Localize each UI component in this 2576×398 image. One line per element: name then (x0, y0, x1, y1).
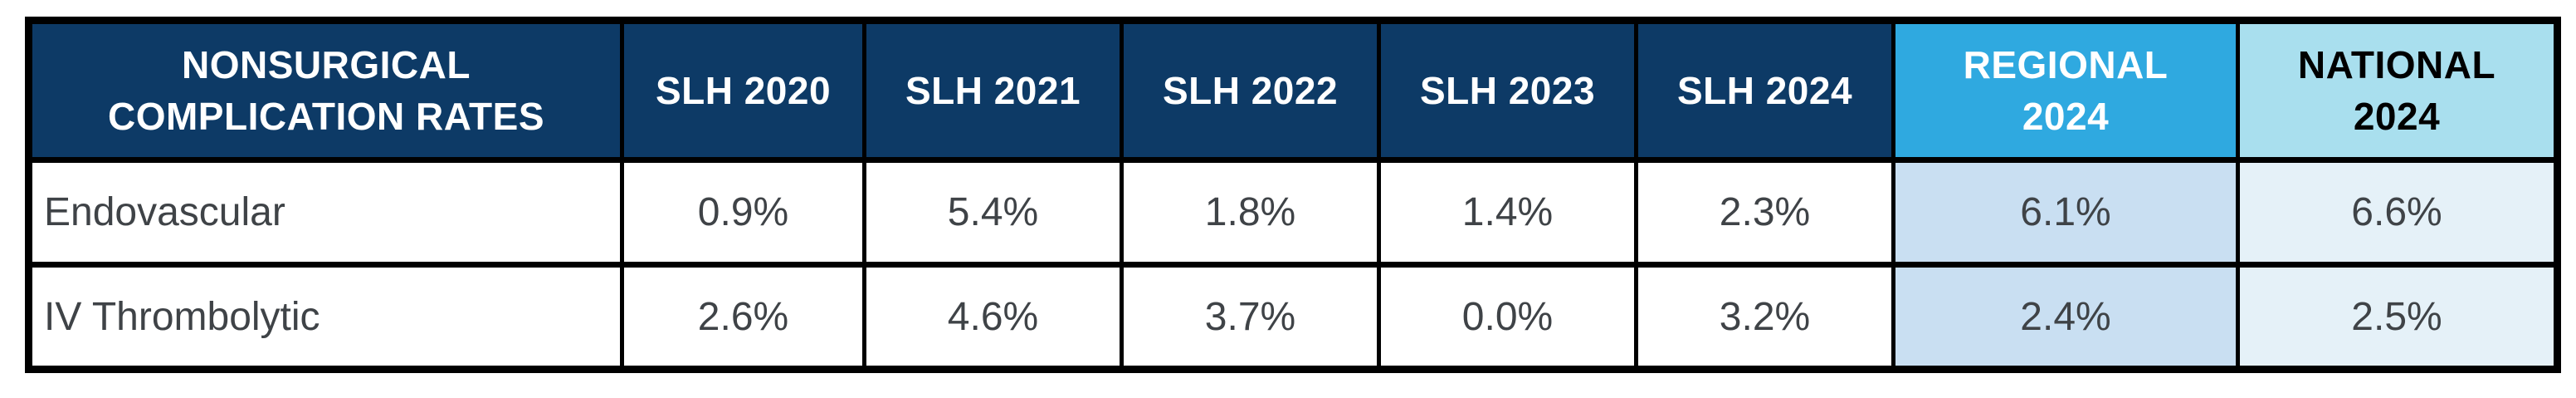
table-title-line2: COMPLICATION RATES (107, 95, 545, 138)
header-cell-slh-2023: SLH 2023 (1377, 17, 1638, 163)
data-cell-endovascular-national: 6.6% (2236, 157, 2559, 268)
header-cell-slh-2022: SLH 2022 (1120, 17, 1381, 163)
data-cell-iv-thrombolytic-slh-2024: 3.2% (1634, 262, 1895, 372)
header-cell-slh-2024: SLH 2024 (1634, 17, 1895, 163)
nonsurgical-complication-rates-table: NONSURGICAL COMPLICATION RATES SLH 2020 … (25, 17, 2561, 373)
data-cell-endovascular-slh-2022: 1.8% (1120, 157, 1381, 268)
table-row-iv-thrombolytic: IV Thrombolytic 2.6% 4.6% 3.7% 0.0% 3.2%… (27, 262, 2559, 372)
header-row: NONSURGICAL COMPLICATION RATES SLH 2020 … (27, 17, 2559, 163)
regional-header-line1: REGIONAL (1963, 43, 2169, 86)
data-cell-iv-thrombolytic-slh-2023: 0.0% (1377, 262, 1638, 372)
data-cell-iv-thrombolytic-national: 2.5% (2236, 262, 2559, 372)
national-header-line2: 2024 (2353, 95, 2441, 138)
data-cell-iv-thrombolytic-slh-2022: 3.7% (1120, 262, 1381, 372)
data-cell-endovascular-slh-2023: 1.4% (1377, 157, 1638, 268)
table-title-line1: NONSURGICAL (182, 43, 471, 86)
data-cell-iv-thrombolytic-slh-2021: 4.6% (862, 262, 1124, 372)
data-cell-endovascular-slh-2021: 5.4% (862, 157, 1124, 268)
regional-header-line2: 2024 (2022, 95, 2110, 138)
table-title-cell: NONSURGICAL COMPLICATION RATES (27, 17, 624, 163)
table-row-endovascular: Endovascular 0.9% 5.4% 1.8% 1.4% 2.3% 6.… (27, 157, 2559, 268)
data-cell-endovascular-slh-2020: 0.9% (620, 157, 866, 268)
header-cell-regional-2024: REGIONAL 2024 (1891, 17, 2240, 163)
header-cell-slh-2020: SLH 2020 (620, 17, 866, 163)
data-cell-iv-thrombolytic-regional: 2.4% (1891, 262, 2240, 372)
national-header-line1: NATIONAL (2297, 43, 2496, 86)
data-cell-endovascular-regional: 6.1% (1891, 157, 2240, 268)
row-label-endovascular: Endovascular (27, 157, 624, 268)
header-cell-national-2024: NATIONAL 2024 (2236, 17, 2559, 163)
row-label-iv-thrombolytic: IV Thrombolytic (27, 262, 624, 372)
data-cell-iv-thrombolytic-slh-2020: 2.6% (620, 262, 866, 372)
header-cell-slh-2021: SLH 2021 (862, 17, 1124, 163)
data-cell-endovascular-slh-2024: 2.3% (1634, 157, 1895, 268)
